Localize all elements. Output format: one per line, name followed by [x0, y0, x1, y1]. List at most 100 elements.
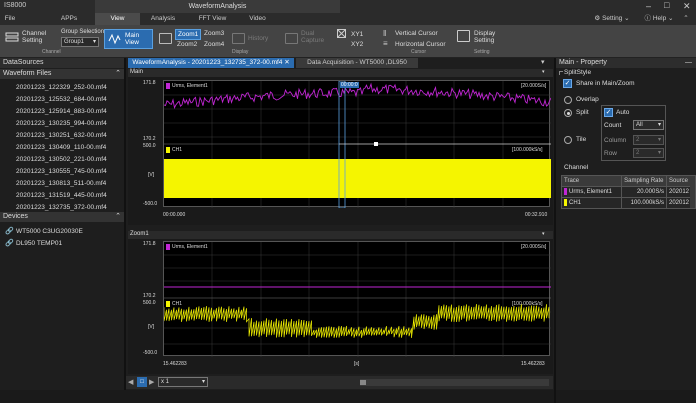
- horizontal-cursor-button[interactable]: Horizontal Cursor: [395, 41, 446, 48]
- list-item[interactable]: 20201223_130251_632-00.mf4: [16, 132, 107, 139]
- list-item[interactable]: 20201223_122329_252-00.mf4: [16, 84, 107, 91]
- chevron-down-icon: ▾: [201, 379, 205, 385]
- waveform-files-header[interactable]: Waveform Files ⌃: [0, 69, 124, 79]
- close-icon[interactable]: ✕: [284, 59, 290, 66]
- history-button[interactable]: History: [248, 35, 269, 42]
- xy1-button[interactable]: XY1: [351, 31, 364, 38]
- waveform-icon: [108, 33, 121, 45]
- ch1-color-swatch: [166, 301, 170, 307]
- split-label: Split: [576, 109, 589, 116]
- list-item[interactable]: 20201223_125914_883-00.mf4: [16, 108, 107, 115]
- table-header-row: Trace Sampling Rate Source: [561, 175, 696, 187]
- col-sampling-rate[interactable]: Sampling Rate: [621, 175, 667, 187]
- main-view-button[interactable]: Main View: [104, 29, 153, 49]
- minimize-button[interactable]: –: [646, 1, 652, 11]
- tab-waveform-analysis[interactable]: WaveformAnalysis - 20201223_132735_372-0…: [128, 58, 294, 68]
- col-source[interactable]: Source: [666, 175, 696, 187]
- group-setting-label: Setting: [474, 49, 490, 55]
- zoom-urms-ymax: 171.8: [143, 241, 156, 247]
- bottom-bar: ◀ □ ▶ x 1 ▾: [126, 376, 553, 389]
- vertical-cursor-button[interactable]: Vertical Cursor: [395, 30, 438, 37]
- zoom-box[interactable]: [338, 81, 346, 208]
- list-item[interactable]: 20201223_130235_994-00.mf4: [16, 120, 107, 127]
- prev-icon[interactable]: ◀: [128, 379, 134, 386]
- zoom-ch1-rate: [100.000kS/s]: [512, 301, 543, 307]
- zoom-x-start: 15.462283: [163, 361, 187, 367]
- channel-setting-button[interactable]: Channel Setting: [22, 30, 47, 44]
- dual-capture-button[interactable]: Dual Capture: [301, 30, 325, 44]
- xy2-button[interactable]: XY2: [351, 41, 364, 48]
- share-checkbox[interactable]: ✓: [563, 79, 572, 88]
- list-item[interactable]: 20201223_130555_745-00.mf4: [16, 168, 107, 175]
- group-selection-dropdown[interactable]: Group1 ▾: [61, 37, 99, 47]
- zoom-plot-area[interactable]: Urms, Element1 [20.000S/s] CH1 [100.000k…: [163, 241, 551, 357]
- split-radio[interactable]: [564, 109, 572, 117]
- panel-divider[interactable]: [554, 58, 556, 403]
- list-item[interactable]: 20201223_132735_372-00.mf4: [16, 204, 107, 211]
- list-item[interactable]: 20201223_125532_684-00.mf4: [16, 96, 107, 103]
- auto-checkbox[interactable]: ✓: [604, 108, 613, 117]
- vertical-scrollbar[interactable]: [690, 178, 695, 208]
- waveform-file-list: 20201223_122329_252-00.mf4 20201223_1255…: [0, 80, 124, 211]
- menu-fft-view[interactable]: FFT View: [198, 15, 227, 22]
- tab-data-acquisition[interactable]: Data Acquisition - WT5000 ,DL950: [296, 58, 418, 68]
- device-item[interactable]: DL950 TEMP01: [16, 240, 63, 247]
- panel-divider[interactable]: [124, 58, 126, 403]
- zoom3-button[interactable]: Zoom3: [204, 30, 225, 37]
- list-item[interactable]: 20201223_130813_511-00.mf4: [16, 180, 107, 187]
- zoom-mode-button[interactable]: □: [137, 377, 147, 387]
- status-bar: [0, 390, 696, 403]
- close-button[interactable]: ✕: [683, 1, 691, 11]
- menu-analysis[interactable]: Analysis: [150, 15, 176, 22]
- trace-name: CH1: [569, 200, 582, 207]
- next-icon[interactable]: ▶: [149, 379, 155, 386]
- zoom-factor-dropdown[interactable]: x 1 ▾: [158, 377, 208, 387]
- ch1-ymin: -500.0: [143, 201, 158, 207]
- ch1-rate-label: [100.000kS/s]: [512, 147, 543, 153]
- maximize-button[interactable]: □: [664, 0, 670, 10]
- menu-view[interactable]: View: [95, 13, 140, 25]
- menu-apps[interactable]: APPs: [60, 15, 78, 22]
- pin-icon[interactable]: ―: [685, 59, 692, 66]
- list-item[interactable]: 20201223_130502_221-00.mf4: [16, 156, 107, 163]
- zoom2-button[interactable]: Zoom2: [177, 41, 198, 48]
- devices-label: Devices: [3, 213, 28, 220]
- help-menu[interactable]: ⓘ Help ⌄: [644, 15, 674, 22]
- view-menu-icon[interactable]: ▾: [542, 69, 545, 75]
- devices-header[interactable]: Devices ⌃: [0, 212, 124, 222]
- link-icon: 🔗: [5, 228, 14, 235]
- zoom-urms-label: Urms, Element1: [172, 244, 208, 250]
- table-row[interactable]: Urms, Element1 20.000S/s 202012: [561, 186, 696, 198]
- menu-file[interactable]: File: [4, 15, 16, 22]
- main-plot-area[interactable]: Urms, Element1 [20.000S/s] 00:00:0 CH1 […: [163, 80, 551, 208]
- main-view-label: Main View: [125, 32, 140, 46]
- tile-radio[interactable]: [564, 136, 572, 144]
- col-trace[interactable]: Trace: [561, 175, 623, 187]
- list-item[interactable]: 20201223_130409_110-00.mf4: [16, 144, 107, 151]
- device-item[interactable]: WT5000 C3UG20030E: [16, 228, 83, 235]
- scroll-thumb[interactable]: [360, 380, 366, 385]
- display-setting-button[interactable]: Display Setting: [474, 30, 496, 44]
- tab-menu-icon[interactable]: ▾: [541, 59, 545, 66]
- column-dropdown[interactable]: 2 ▾: [633, 135, 664, 145]
- group-cursor-label: Cursor: [411, 49, 427, 55]
- setting-menu[interactable]: ⚙ Setting ⌄: [594, 15, 630, 22]
- list-item[interactable]: 20201223_131519_445-00.mf4: [16, 192, 107, 199]
- ribbon-collapse-icon[interactable]: ⌃: [683, 15, 689, 22]
- zoom-x-unit: [s]: [354, 361, 360, 367]
- table-row[interactable]: CH1 100.000kS/s 202012: [561, 197, 696, 209]
- count-dropdown[interactable]: All ▾: [633, 120, 664, 130]
- overlap-radio[interactable]: [564, 96, 572, 104]
- zoom4-button[interactable]: Zoom4: [204, 41, 225, 48]
- row-dropdown[interactable]: 2 ▾: [633, 148, 664, 158]
- menu-video[interactable]: Video: [249, 15, 266, 22]
- rate-cell: 20.000S/s: [621, 186, 667, 198]
- horizontal-scrollbar[interactable]: [360, 379, 549, 386]
- zoom-ch1-trace: [164, 304, 550, 338]
- ch1-yunit: [V]: [148, 172, 155, 178]
- view-menu-icon[interactable]: ▾: [542, 231, 545, 237]
- cursor-marker[interactable]: [374, 142, 378, 146]
- zoom-factor-value: x 1: [161, 379, 170, 385]
- overlap-label: Overlap: [576, 96, 599, 103]
- zoom1-button[interactable]: Zoom1: [175, 29, 202, 40]
